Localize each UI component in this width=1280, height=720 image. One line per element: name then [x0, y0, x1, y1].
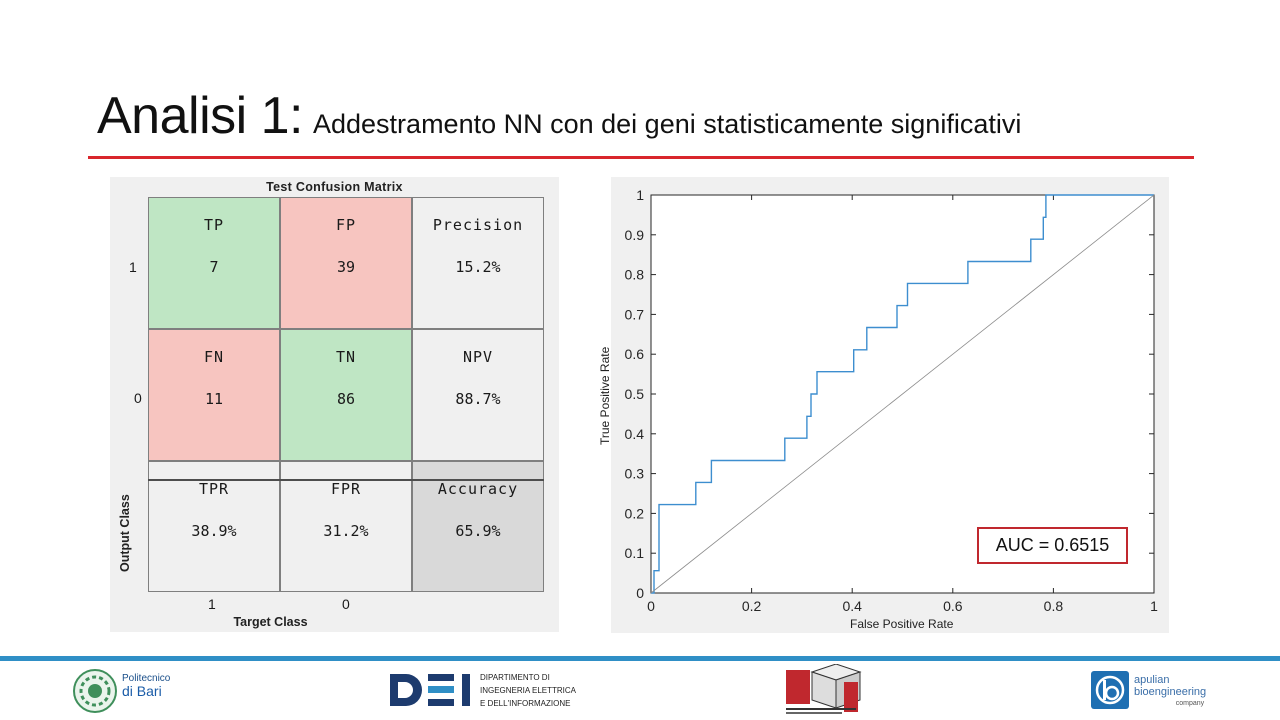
title-divider — [88, 156, 1194, 159]
roc-x-tick-label: 1 — [1150, 598, 1158, 614]
roc-chart: 0 0.2 0.4 0.6 0.8 1 0 0.1 0.2 0.3 0.4 0.5 0.6 0.7 0.8 0… — [625, 187, 1159, 614]
slide-title-main: Analisi 1: — [97, 87, 304, 145]
dei-line1: DIPARTIMENTO DI — [480, 673, 550, 682]
cm-cell-label: TN — [335, 348, 357, 366]
dei-logo-icon — [390, 674, 470, 706]
roc-curve-line — [651, 194, 1154, 594]
roc-diagonal-line — [650, 194, 1155, 594]
roc-x-tick-label: 0.6 — [943, 598, 963, 614]
cm-col-tick: 0 — [342, 596, 350, 612]
apulian-logo-icon — [1091, 671, 1129, 709]
apulian-line2: bioengineering — [1134, 686, 1207, 698]
cm-x-axis-label: Target Class — [233, 615, 308, 629]
cm-cell-fpr: FPR 31.2% — [280, 461, 412, 592]
cm-cell-fn: FN 11 — [148, 329, 280, 461]
cm-cell-value: 15.2% — [455, 258, 501, 276]
polibari-logo-text: Politecnico di Bari — [122, 673, 170, 700]
roc-y-tick-label: 0.4 — [625, 426, 645, 442]
roc-chart-panel: 0 0.2 0.4 0.6 0.8 1 0 0.1 0.2 0.3 0.4 0.5 0.6 0.7 0.8 0… — [598, 177, 1169, 633]
roc-x-tick-label: 0 — [647, 598, 655, 614]
cm-cell-tn: TN 86 — [280, 329, 412, 461]
roc-y-tick-label: 0.2 — [625, 505, 645, 521]
cm-cell-label: FPR — [330, 480, 362, 498]
roc-x-tick-label: 0.2 — [742, 598, 762, 614]
cm-cell-precision: Precision 15.2% — [412, 197, 544, 329]
cm-cell-label: FN — [203, 348, 225, 366]
roc-y-tick-label: 0.9 — [625, 227, 645, 243]
roc-y-tick-label: 0.6 — [625, 346, 645, 362]
dei-line2: INGEGNERIA ELETTRICA — [480, 686, 577, 695]
auc-annotation: AUC = 0.6515 — [977, 527, 1128, 564]
polibari-logo-icon — [73, 669, 117, 713]
cm-cell-label: TP — [203, 216, 225, 234]
cm-row-tick: 0 — [134, 390, 142, 406]
slide-title-sub: Addestramento NN con dei geni statistica… — [313, 109, 1022, 139]
dei-line3: E DELL'INFORMAZIONE — [480, 699, 571, 708]
roc-y-tick-label: 0.7 — [625, 306, 645, 322]
cm-row-tick: 1 — [129, 259, 137, 275]
confusion-matrix-panel: Test Confusion Matrix TP 7 FP 39 Precision… — [110, 177, 559, 632]
cm-cell-label: TPR — [198, 480, 230, 498]
cm-cell-npv: NPV 88.7% — [412, 329, 544, 461]
roc-x-tick-label: 0.4 — [842, 598, 862, 614]
apulian-logo-text: apulian bioengineering company — [1134, 674, 1206, 710]
cm-col-tick: 1 — [208, 596, 216, 612]
footer-bar — [0, 656, 1280, 661]
roc-y-tick-label: 0.8 — [625, 267, 645, 283]
cm-cell-tpr: TPR 38.9% — [148, 461, 280, 592]
roc-y-axis-label: True Positive Rate — [598, 346, 612, 445]
cm-cell-value: 86 — [336, 390, 356, 408]
apulian-line1: apulian — [1134, 674, 1170, 686]
roc-y-tick-label: 0.1 — [625, 545, 645, 561]
cm-cell-value: 11 — [204, 390, 224, 408]
cm-cell-fp: FP 39 — [280, 197, 412, 329]
cm-cell-value: 65.9% — [455, 522, 501, 540]
cm-cell-value: 39 — [336, 258, 356, 276]
apulian-line3: company — [1175, 700, 1205, 707]
cm-cell-label: Accuracy — [437, 480, 519, 498]
slide-title: Analisi 1: Addestramento NN con dei geni … — [97, 86, 1021, 146]
cm-cell-label: Precision — [432, 216, 524, 234]
cm-cell-accuracy: Accuracy 65.9% — [412, 461, 544, 592]
cm-cell-label: NPV — [462, 348, 494, 366]
cm-y-axis-label: Output Class — [118, 494, 132, 572]
cm-cell-value: 31.2% — [323, 522, 369, 540]
roc-y-tick-label: 0 — [636, 585, 644, 601]
cm-cell-tp: TP 7 — [148, 197, 280, 329]
dei-logo-text: DIPARTIMENTO DI INGEGNERIA ELETTRICA E D… — [480, 671, 576, 710]
roc-y-tick-label: 0.5 — [625, 386, 645, 402]
inlab-logo-icon — [786, 664, 862, 714]
cm-summary-divider-h — [148, 479, 544, 481]
polibari-line2: di Bari — [122, 683, 162, 699]
polibari-line1: Politecnico — [122, 673, 171, 684]
roc-y-tick-label: 0.3 — [625, 466, 645, 482]
roc-y-tick-label: 1 — [636, 187, 644, 203]
cm-cell-label: FP — [335, 216, 357, 234]
cm-cell-value: 7 — [209, 258, 219, 276]
confusion-matrix-grid: TP 7 FP 39 Precision 15.2% FN 11 TN 86 NPV 88.… — [148, 197, 544, 592]
roc-x-axis-label: False Positive Rate — [850, 617, 954, 631]
cm-cell-value: 88.7% — [455, 390, 501, 408]
confusion-matrix-title: Test Confusion Matrix — [266, 180, 403, 194]
roc-x-tick-label: 0.8 — [1044, 598, 1064, 614]
cm-cell-value: 38.9% — [191, 522, 237, 540]
